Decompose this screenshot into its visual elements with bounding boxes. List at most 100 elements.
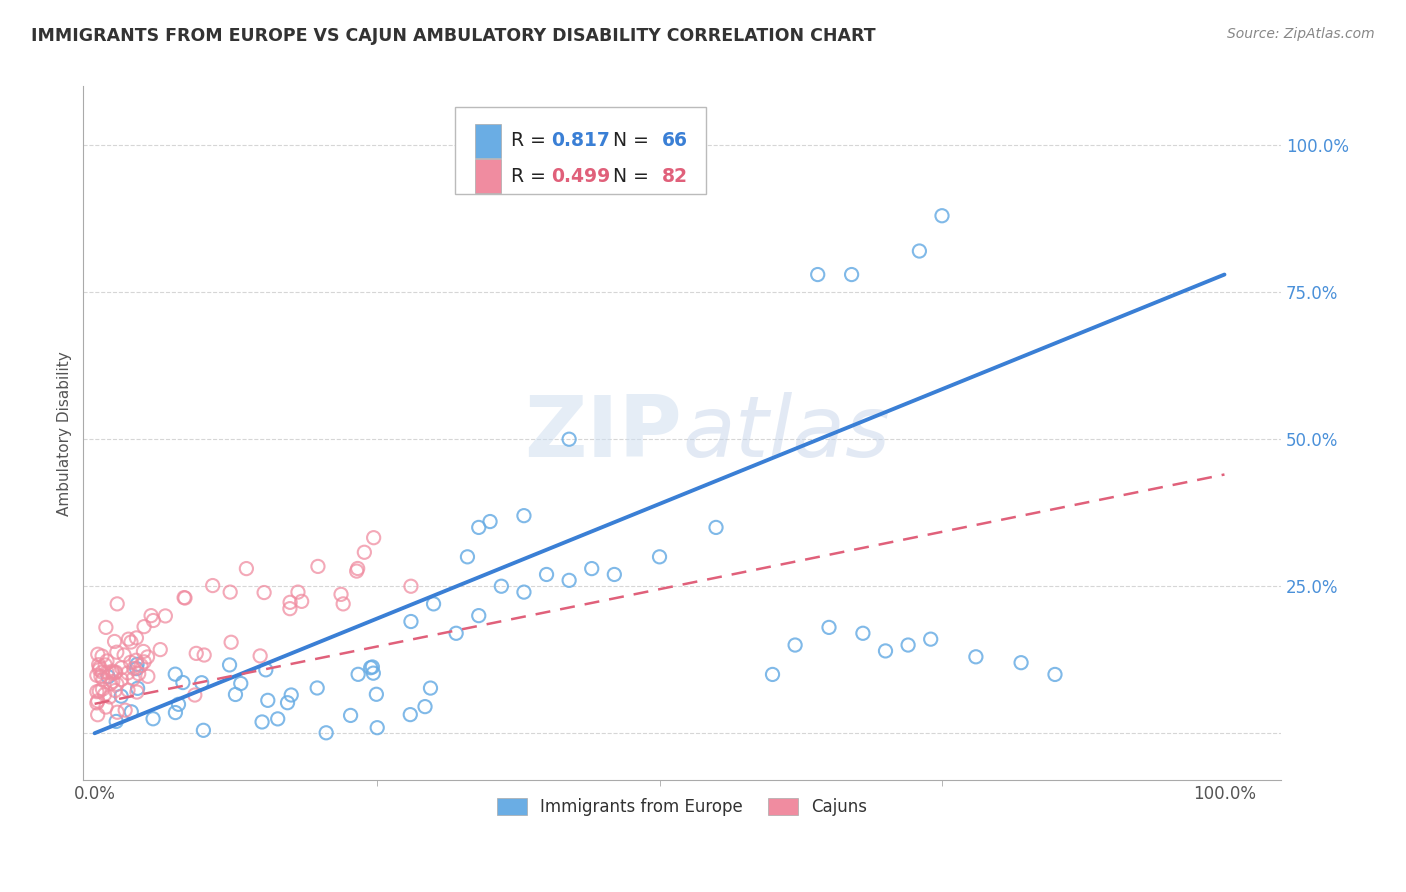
Point	[363, 531, 385, 545]
Point	[875, 644, 897, 658]
Point	[330, 587, 353, 601]
Point	[105, 714, 128, 729]
Point	[761, 667, 783, 681]
Point	[920, 632, 942, 647]
FancyBboxPatch shape	[475, 124, 502, 158]
Point	[86, 668, 108, 682]
Point	[366, 687, 388, 701]
Point	[91, 673, 114, 687]
Point	[267, 712, 290, 726]
Point	[149, 642, 172, 657]
Point	[104, 683, 127, 698]
Point	[165, 667, 187, 681]
Point	[229, 676, 252, 690]
Point	[125, 631, 148, 645]
Point	[103, 634, 125, 648]
Point	[347, 667, 370, 681]
Text: IMMIGRANTS FROM EUROPE VS CAJUN AMBULATORY DISABILITY CORRELATION CHART: IMMIGRANTS FROM EUROPE VS CAJUN AMBULATO…	[31, 27, 876, 45]
Point	[129, 658, 152, 673]
Text: N =: N =	[600, 131, 655, 151]
Point	[603, 567, 626, 582]
Point	[96, 654, 118, 668]
Point	[87, 657, 110, 672]
Point	[219, 635, 242, 649]
Point	[558, 574, 581, 588]
Point	[104, 665, 127, 680]
Point	[277, 696, 299, 710]
Text: R =: R =	[510, 167, 551, 186]
Point	[105, 677, 128, 691]
Point	[86, 707, 108, 722]
Point	[254, 663, 277, 677]
Point	[558, 432, 581, 446]
Text: 0.499: 0.499	[551, 167, 610, 186]
Point	[278, 601, 301, 615]
Point	[122, 661, 145, 675]
Point	[249, 648, 271, 663]
Point	[399, 707, 422, 722]
Point	[96, 665, 118, 680]
Point	[413, 699, 436, 714]
FancyBboxPatch shape	[454, 107, 706, 194]
Point	[444, 626, 467, 640]
Point	[89, 663, 111, 677]
Point	[101, 674, 124, 689]
Point	[468, 608, 491, 623]
Point	[250, 714, 273, 729]
Point	[897, 638, 920, 652]
Point	[86, 696, 108, 710]
Text: ZIP: ZIP	[524, 392, 682, 475]
Point	[94, 657, 117, 672]
Point	[93, 688, 115, 702]
Point	[110, 661, 132, 675]
Point	[278, 595, 301, 609]
Point	[280, 688, 302, 702]
Text: N =: N =	[600, 167, 655, 186]
Text: atlas: atlas	[682, 392, 890, 475]
Point	[315, 726, 337, 740]
Point	[125, 657, 148, 672]
Point	[307, 559, 329, 574]
Y-axis label: Ambulatory Disability: Ambulatory Disability	[58, 351, 72, 516]
Point	[128, 666, 150, 681]
Point	[363, 666, 385, 681]
Point	[399, 579, 422, 593]
Legend: Immigrants from Europe, Cajuns: Immigrants from Europe, Cajuns	[488, 789, 876, 824]
Point	[139, 608, 162, 623]
Point	[167, 698, 190, 712]
Point	[105, 645, 128, 659]
Point	[125, 662, 148, 676]
Point	[89, 660, 111, 674]
Point	[1010, 656, 1032, 670]
Point	[136, 669, 159, 683]
Point	[172, 675, 194, 690]
Point	[346, 561, 368, 575]
Point	[114, 703, 136, 717]
Point	[581, 561, 603, 575]
Text: 82: 82	[662, 167, 688, 186]
Point	[186, 646, 208, 660]
Point	[120, 705, 142, 719]
Point	[127, 681, 149, 696]
Point	[648, 549, 671, 564]
Point	[785, 638, 807, 652]
Text: R =: R =	[510, 131, 551, 151]
Point	[105, 705, 128, 719]
Point	[122, 672, 145, 686]
Point	[224, 688, 246, 702]
Point	[90, 669, 112, 683]
Point	[134, 655, 156, 669]
Point	[190, 675, 212, 690]
Point	[101, 666, 124, 681]
Point	[468, 520, 491, 534]
Point	[110, 690, 132, 704]
Point	[94, 700, 117, 714]
Point	[91, 665, 114, 680]
Point	[353, 545, 375, 559]
Point	[201, 578, 224, 592]
Point	[193, 723, 215, 738]
Point	[256, 693, 278, 707]
Point	[235, 561, 257, 575]
Point	[852, 626, 875, 640]
Point	[165, 706, 187, 720]
